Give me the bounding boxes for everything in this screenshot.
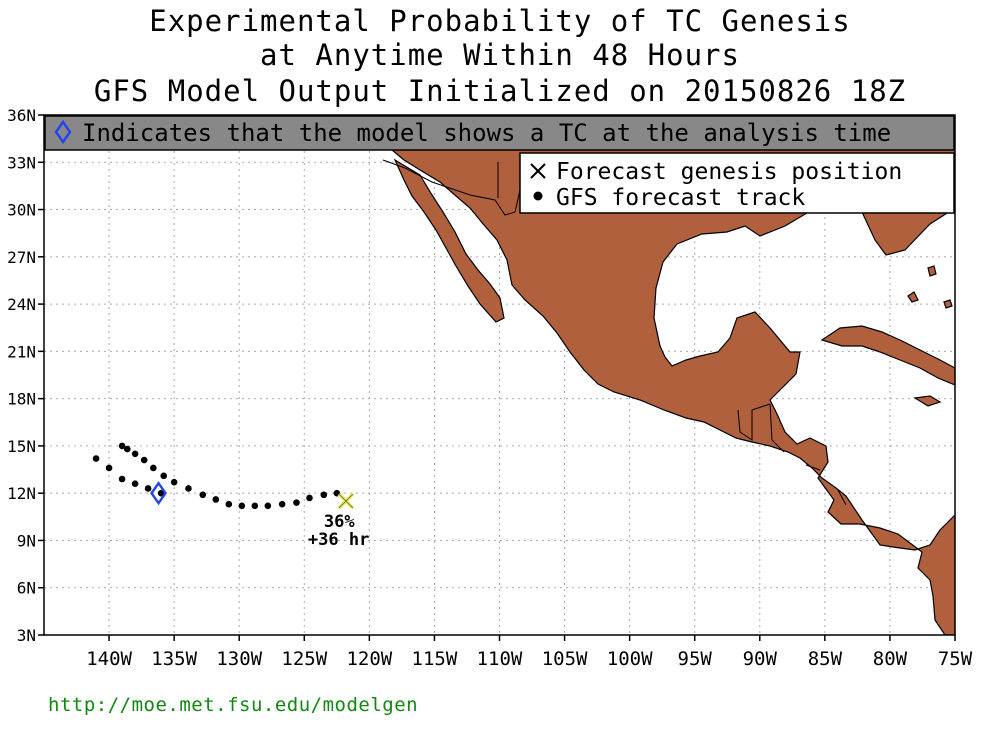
x-tick-label: 75W xyxy=(938,648,973,670)
blue-diamond-icon xyxy=(54,119,72,145)
x-tick-label: 135W xyxy=(151,648,197,670)
y-tick-label: 24N xyxy=(7,295,36,314)
analysis-banner: Indicates that the model shows a TC at t… xyxy=(44,115,955,151)
track-point xyxy=(131,480,139,488)
y-tick-label: 3N xyxy=(17,626,36,645)
track-point xyxy=(225,500,233,508)
x-tick-label: 85W xyxy=(808,648,843,670)
y-tick-label: 18N xyxy=(7,390,36,409)
x-tick-label: 90W xyxy=(743,648,778,670)
track-point xyxy=(306,494,313,502)
source-url: http://moe.met.fsu.edu/modelgen xyxy=(48,694,419,716)
x-tick-label: 95W xyxy=(678,648,713,670)
x-tick-label: 115W xyxy=(412,648,458,670)
x-mark-icon xyxy=(530,163,546,179)
track-point xyxy=(170,478,178,486)
y-tick-label: 21N xyxy=(7,342,36,361)
x-tick-label: 80W xyxy=(873,648,908,670)
track-point xyxy=(185,485,192,492)
y-tick-label: 15N xyxy=(7,437,36,456)
genesis-marker: 36% +36 hr xyxy=(308,492,369,550)
track-point xyxy=(238,502,246,510)
track-point xyxy=(212,496,220,503)
track-point xyxy=(118,475,126,483)
baja-california-landmass xyxy=(393,158,505,323)
jamaica-landmass xyxy=(913,395,942,407)
y-tick-label: 36N xyxy=(7,106,36,125)
y-tick-label: 33N xyxy=(7,153,36,172)
track-point xyxy=(251,502,259,510)
x-tick-label: 120W xyxy=(346,648,392,670)
legend-label-genesis: Forecast genesis position xyxy=(556,159,902,185)
y-tick-label: 6N xyxy=(17,579,36,598)
track-point xyxy=(264,502,272,510)
track-point xyxy=(320,491,328,499)
banner-text: Indicates that the model shows a TC at t… xyxy=(82,119,891,147)
track-point xyxy=(160,472,168,480)
mexico-central-america-landmass xyxy=(382,115,955,635)
track-point xyxy=(293,499,300,506)
chart-title-line-1: Experimental Probability of TC Genesis xyxy=(149,4,851,38)
track-point xyxy=(123,445,131,453)
track-point xyxy=(278,500,286,508)
track-point xyxy=(92,455,100,462)
analysis-tc-diamond-icon xyxy=(150,481,167,506)
forecast-track xyxy=(92,442,341,510)
x-tick-label: 105W xyxy=(542,648,588,670)
track-point xyxy=(144,485,152,492)
track-point xyxy=(131,450,139,458)
genesis-lead-time: +36 hr xyxy=(308,530,369,550)
chart-title-line-2: at Anytime Within 48 Hours xyxy=(260,38,740,72)
x-tick-label: 125W xyxy=(281,648,327,670)
chart-title-line-3: GFS Model Output Initialized on 20150826… xyxy=(93,74,907,108)
x-tick-label: 100W xyxy=(607,648,653,670)
bahamas-islands xyxy=(907,265,953,309)
track-point xyxy=(140,456,148,464)
dot-icon xyxy=(533,191,543,201)
legend-label-track: GFS forecast track xyxy=(556,185,805,211)
legend: Forecast genesis position GFS forecast t… xyxy=(519,152,955,214)
political-borders xyxy=(382,159,847,506)
x-tick-label: 110W xyxy=(477,648,523,670)
genesis-probability: 36% xyxy=(324,512,355,532)
track-point xyxy=(118,442,126,450)
y-tick-label: 30N xyxy=(7,201,36,220)
y-tick-label: 12N xyxy=(7,484,36,503)
landmass-layer xyxy=(382,115,955,635)
track-point xyxy=(157,489,165,497)
cuba-landmass xyxy=(820,325,955,386)
x-tick-label: 140W xyxy=(86,648,132,670)
track-point xyxy=(105,464,113,472)
track-point xyxy=(150,464,157,472)
y-tick-label: 9N xyxy=(17,531,36,550)
genesis-x-icon xyxy=(337,492,355,510)
y-tick-label: 27N xyxy=(7,248,36,267)
x-tick-label: 130W xyxy=(216,648,262,670)
axis-tick-labels: 140W 135W 130W 125W 120W 115W 110W 105W 100W 95W 9… xyxy=(7,106,973,670)
track-point xyxy=(199,491,207,499)
